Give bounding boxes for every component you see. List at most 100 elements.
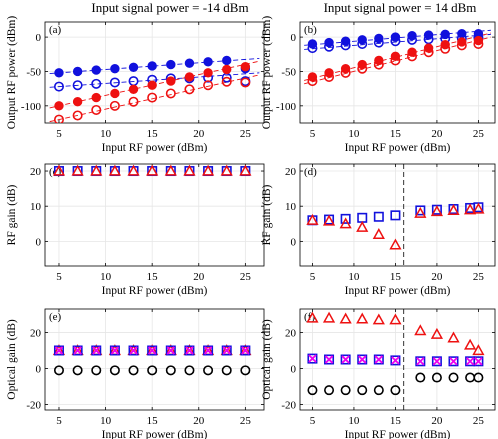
data-point-open-triangle bbox=[414, 324, 427, 336]
panel-e: 5 10 15 20 25 20 0 -20 Input RF power (dBm) Optic… bbox=[6, 308, 265, 439]
data-point-filled-circle bbox=[184, 58, 195, 68]
x-tick-label: 25 bbox=[240, 128, 252, 140]
y-tick-label: 0 bbox=[291, 32, 297, 44]
data-point-open-circle bbox=[357, 38, 368, 49]
data-point-open-triangle bbox=[322, 214, 336, 226]
data-point-open-circle bbox=[109, 77, 120, 88]
panel-a: 5 10 15 20 25 0 -50 -100 Input RF power (dBm) Out… bbox=[6, 16, 265, 154]
data-point-open-square bbox=[240, 345, 251, 356]
data-point-cross bbox=[129, 346, 138, 355]
axes-box bbox=[44, 308, 265, 411]
data-point-cross bbox=[474, 357, 483, 366]
data-point-filled-circle bbox=[166, 59, 176, 70]
y-tick-label: 0 bbox=[291, 364, 297, 376]
data-point-open-square bbox=[340, 213, 351, 224]
x-tick-label: 20 bbox=[431, 128, 443, 140]
y-tick-label: 0 bbox=[36, 32, 42, 44]
data-point-open-triangle bbox=[183, 164, 196, 176]
data-point-open-circle bbox=[165, 88, 176, 99]
y-tick-label: -50 bbox=[26, 66, 41, 78]
data-point-open-circle bbox=[357, 385, 368, 396]
x-tick-label: 25 bbox=[473, 271, 485, 283]
data-point-open-circle bbox=[72, 365, 83, 376]
data-point-cross bbox=[416, 357, 425, 366]
data-point-filled-circle bbox=[240, 61, 251, 72]
data-point-open-triangle bbox=[389, 313, 402, 325]
x-tick-label: 10 bbox=[100, 271, 112, 283]
axes-box bbox=[299, 21, 496, 124]
panel-f: 5 10 15 20 25 20 0 -20 Input RF power (dBm) Optic… bbox=[261, 308, 496, 439]
data-point-filled-circle bbox=[147, 61, 157, 71]
data-point-filled-circle bbox=[128, 62, 139, 73]
data-point-open-triangle bbox=[447, 331, 460, 343]
x-tick-label: 20 bbox=[431, 415, 443, 427]
data-point-open-triangle bbox=[127, 164, 140, 176]
data-point-open-circle bbox=[340, 40, 351, 51]
data-point-cross bbox=[54, 346, 64, 355]
data-point-open-triangle bbox=[472, 202, 485, 214]
data-point-open-circle bbox=[203, 365, 214, 376]
data-point-cross bbox=[241, 346, 250, 355]
data-point-open-triangle bbox=[339, 217, 352, 229]
x-tick-label: 15 bbox=[147, 128, 159, 140]
data-point-open-square bbox=[324, 354, 335, 365]
data-point-open-square bbox=[72, 345, 83, 356]
data-point-open-circle bbox=[72, 80, 83, 91]
x-tick-label: 25 bbox=[473, 128, 485, 140]
data-point-filled-circle bbox=[184, 72, 195, 82]
data-point-open-circle bbox=[53, 114, 64, 123]
y-tick-label: 10 bbox=[285, 201, 297, 213]
data-point-open-circle bbox=[91, 365, 102, 376]
y-tick-label: 10 bbox=[30, 201, 42, 213]
data-point-open-triangle bbox=[339, 312, 352, 324]
x-tick-label: 10 bbox=[348, 128, 360, 140]
data-point-open-triangle bbox=[372, 313, 385, 325]
data-point-open-square bbox=[165, 345, 176, 356]
data-point-open-circle bbox=[91, 78, 102, 89]
x-tick-label: 5 bbox=[56, 128, 62, 140]
x-tick-label: 5 bbox=[56, 415, 62, 427]
data-point-filled-circle bbox=[110, 88, 120, 99]
data-point-open-circle bbox=[128, 365, 139, 376]
data-point-open-circle bbox=[165, 365, 176, 376]
x-tick-label: 15 bbox=[147, 271, 159, 283]
axes-box bbox=[44, 163, 265, 267]
data-point-filled-circle bbox=[203, 57, 213, 67]
data-point-open-circle bbox=[324, 41, 335, 52]
y-tick-label: -100 bbox=[276, 101, 297, 113]
data-point-open-triangle bbox=[306, 311, 319, 323]
x-tick-label: 10 bbox=[348, 271, 360, 283]
y-tick-label: -100 bbox=[21, 101, 42, 113]
x-tick-label: 25 bbox=[473, 415, 485, 427]
data-point-open-triangle bbox=[389, 238, 402, 250]
data-point-filled-circle bbox=[72, 66, 83, 77]
data-point-open-square bbox=[448, 356, 459, 367]
data-point-open-circle bbox=[415, 372, 426, 383]
data-point-open-square bbox=[203, 345, 214, 356]
panel-label: (a) bbox=[49, 24, 62, 36]
data-point-open-circle bbox=[407, 34, 418, 45]
data-point-open-square bbox=[53, 345, 64, 356]
data-point-open-triangle bbox=[472, 344, 485, 356]
data-point-open-circle bbox=[53, 365, 64, 376]
data-point-open-circle bbox=[240, 77, 251, 88]
fit-line bbox=[49, 72, 260, 88]
data-point-cross bbox=[324, 355, 334, 364]
data-point-open-circle bbox=[307, 385, 318, 396]
data-point-cross bbox=[147, 346, 157, 355]
x-tick-label: 25 bbox=[240, 271, 252, 283]
panel-label: (e) bbox=[49, 311, 62, 323]
y-tick-label: 20 bbox=[285, 166, 297, 178]
x-tick-label: 20 bbox=[193, 271, 205, 283]
data-point-cross bbox=[374, 355, 384, 364]
data-point-open-circle bbox=[221, 365, 232, 376]
data-point-cross bbox=[308, 354, 317, 363]
data-point-cross bbox=[341, 355, 350, 364]
data-point-open-circle bbox=[147, 365, 158, 376]
left-column-title: Input signal power = -14 dBm bbox=[91, 0, 249, 15]
data-point-open-circle bbox=[109, 365, 120, 376]
x-axis-label: Input RF power (dBm) bbox=[102, 142, 208, 154]
data-point-cross bbox=[391, 356, 400, 365]
data-point-open-circle bbox=[431, 372, 442, 383]
